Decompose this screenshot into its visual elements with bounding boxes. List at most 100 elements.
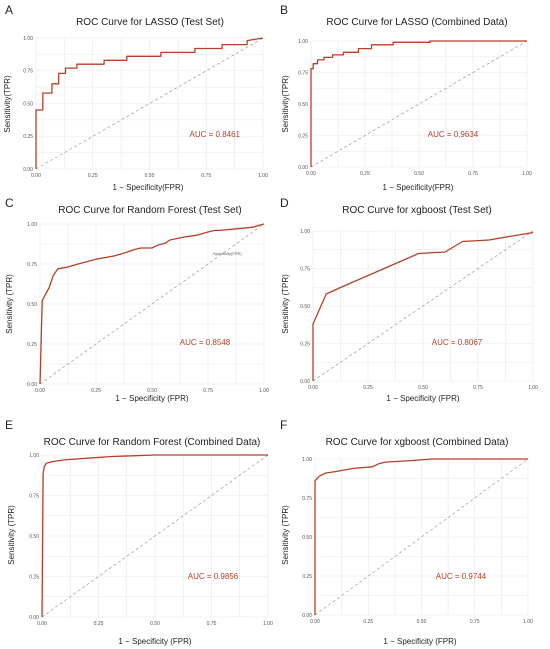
x-tick-label: 1.00 <box>523 619 533 625</box>
panel-letter: E <box>5 418 13 432</box>
panel-letter: A <box>5 3 13 17</box>
auc-label: AUC = 0.9744 <box>436 572 487 581</box>
x-tick-label: 0.75 <box>203 388 213 394</box>
x-tick-label: 0.75 <box>201 173 211 179</box>
x-tick-label: 0.50 <box>418 385 428 391</box>
y-tick-label: 0.25 <box>302 574 312 580</box>
x-tick-label: 0.00 <box>310 619 320 625</box>
roc-curve <box>35 37 264 169</box>
reference-diagonal <box>312 230 534 382</box>
x-tick-label: 0.25 <box>360 171 370 177</box>
x-tick-label: 0.00 <box>37 621 47 627</box>
roc-chart-lasso-test: A ROC Curve for LASSO (Test Set) 0.00 0.2… <box>3 3 268 192</box>
plot-area: 0.00 0.25 0.50 0.75 1.00 0.00 0.25 0.50 0.75 1.00 <box>298 39 532 177</box>
x-tick-label: 0.75 <box>468 171 478 177</box>
chart-title: ROC Curve for Random Forest (Test Set) <box>58 205 241 216</box>
x-tick-label: 0.75 <box>207 621 217 627</box>
x-tick-label: 0.25 <box>91 388 101 394</box>
roc-curve <box>41 454 268 618</box>
y-tick-label: 1.00 <box>27 222 37 228</box>
x-tick-label: 0.00 <box>308 385 318 391</box>
y-tick-label: 0.00 <box>298 165 308 171</box>
x-tick-label: 1.00 <box>263 621 273 627</box>
x-axis-title: 1 − Specificity (FPR) <box>118 637 191 646</box>
y-tick-label: 0.25 <box>29 574 39 580</box>
y-tick-label: 0.75 <box>27 262 37 268</box>
roc-chart-lasso-combined: B ROC Curve for LASSO (Combined Data) 0.… <box>280 3 532 192</box>
reference-diagonal <box>41 454 269 618</box>
auc-label: AUC = 0.8461 <box>190 130 241 139</box>
x-tick-label: 1.00 <box>258 173 268 179</box>
panel-letter: F <box>280 418 287 432</box>
y-tick-label: 0.00 <box>302 613 312 619</box>
x-tick-label: 0.50 <box>145 173 155 179</box>
roc-curve <box>314 458 528 615</box>
x-axis-title: 1 − Specificity (FPR) <box>383 637 456 646</box>
plot-area: 0.00 0.25 0.50 0.75 1.00 0.00 0.25 0.50 0.75 1.00 <box>23 36 268 179</box>
roc-chart-xgboost-combined: F ROC Curve for xgboost (Combined Data) … <box>280 418 533 646</box>
x-tick-label: 1.00 <box>259 388 269 394</box>
y-tick-label: 0.75 <box>302 496 312 502</box>
y-tick-label: 0.50 <box>302 535 312 541</box>
x-tick-label: 0.50 <box>414 171 424 177</box>
chart-title: ROC Curve for xgboost (Combined Data) <box>326 437 509 448</box>
y-tick-label: 0.00 <box>29 615 39 621</box>
x-tick-label: 0.25 <box>94 621 104 627</box>
y-tick-label: 1.00 <box>23 36 33 42</box>
y-tick-label: 1.00 <box>29 453 39 459</box>
roc-curve <box>39 223 265 385</box>
x-tick-label: 0.00 <box>35 388 45 394</box>
reference-diagonal <box>39 223 265 385</box>
plot-area: 0.00 0.25 0.50 0.75 1.00 0.00 0.25 0.50 0.75 1.00 <box>29 453 273 627</box>
panel-letter: B <box>280 3 288 17</box>
y-tick-label: 0.25 <box>300 341 310 347</box>
auc-label: AUC = 0.9856 <box>188 572 239 581</box>
y-tick-label: 0.00 <box>300 379 310 385</box>
chart-title: ROC Curve for Random Forest (Combined Da… <box>44 437 261 448</box>
roc-curve <box>312 231 534 381</box>
y-axis-title: Sensitivity(TPR) <box>3 75 12 133</box>
legend-text: Specificity(FPR) <box>213 251 242 256</box>
y-tick-label: 0.50 <box>298 102 308 108</box>
y-tick-label: 0.00 <box>27 382 37 388</box>
y-axis-title: Sensitivity (TPR) <box>7 505 16 565</box>
roc-chart-rf-combined: E ROC Curve for Random Forest (Combined … <box>5 418 273 646</box>
y-tick-label: 0.75 <box>300 266 310 272</box>
x-axis-title: 1 − Specificity(FPR) <box>383 183 454 192</box>
x-tick-label: 0.25 <box>363 619 373 625</box>
y-tick-label: 0.75 <box>23 69 33 75</box>
auc-label: AUC = 0.8067 <box>432 338 483 347</box>
roc-chart-xgboost-test: D ROC Curve for xgboost (Test Set) 0.00 0… <box>280 196 538 403</box>
panel-letter: C <box>5 196 14 210</box>
y-tick-label: 1.00 <box>300 229 310 235</box>
x-tick-label: 0.00 <box>306 171 316 177</box>
y-axis-title: Sensitivity (TPR) <box>281 274 290 334</box>
y-tick-label: 0.25 <box>27 342 37 348</box>
x-tick-label: 0.50 <box>417 619 427 625</box>
y-axis-title: Sensitivity (TPR) <box>281 505 290 565</box>
x-axis-title: 1 − Specificity (FPR) <box>115 394 188 403</box>
x-tick-label: 0.75 <box>473 385 483 391</box>
y-tick-label: 0.50 <box>29 534 39 540</box>
roc-curve <box>310 40 527 167</box>
y-tick-label: 0.75 <box>29 493 39 499</box>
roc-chart-rf-test: C ROC Curve for Random Forest (Test Set)… <box>5 196 269 403</box>
x-tick-label: 0.50 <box>147 388 157 394</box>
x-tick-label: 0.25 <box>88 173 98 179</box>
x-tick-label: 1.00 <box>528 385 538 391</box>
reference-diagonal <box>314 458 529 616</box>
x-tick-label: 0.50 <box>150 621 160 627</box>
y-tick-label: 1.00 <box>302 457 312 463</box>
y-axis-title: Sensitivity (TPR) <box>5 274 14 334</box>
y-tick-label: 0.75 <box>298 70 308 76</box>
plot-area: 0.00 0.25 0.50 0.75 1.00 0.00 0.25 0.50 0.75 1.00 <box>300 229 538 391</box>
panel-letter: D <box>280 196 289 210</box>
chart-title: ROC Curve for LASSO (Test Set) <box>76 17 224 28</box>
auc-label: AUC = 0.9634 <box>428 130 479 139</box>
x-tick-label: 0.25 <box>363 385 373 391</box>
chart-title: ROC Curve for LASSO (Combined Data) <box>326 17 507 28</box>
plot-area: 0.00 0.25 0.50 0.75 1.00 0.00 0.25 0.50 0.75 1.00 <box>27 222 269 394</box>
x-axis-title: 1 − Specificity (FPR) <box>386 394 459 403</box>
y-tick-label: 0.50 <box>27 302 37 308</box>
y-tick-label: 1.00 <box>298 39 308 45</box>
